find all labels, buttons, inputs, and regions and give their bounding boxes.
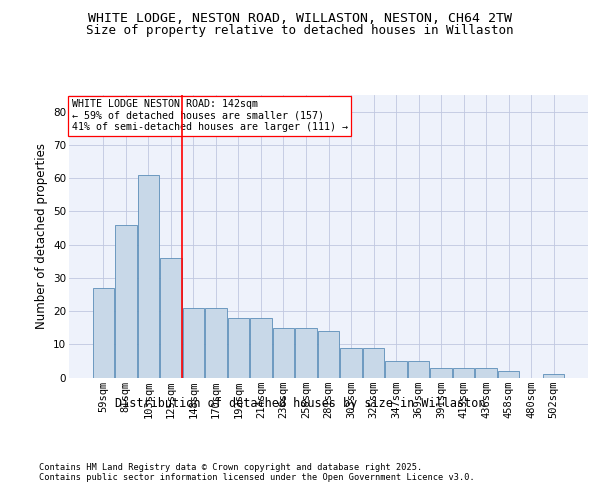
- Bar: [160, 258, 182, 378]
- Bar: [385, 361, 407, 378]
- Bar: [205, 308, 227, 378]
- Bar: [250, 318, 272, 378]
- Bar: [475, 368, 497, 378]
- Text: WHITE LODGE NESTON ROAD: 142sqm
← 59% of detached houses are smaller (157)
41% o: WHITE LODGE NESTON ROAD: 142sqm ← 59% of…: [71, 99, 347, 132]
- Bar: [273, 328, 294, 378]
- Bar: [498, 371, 520, 378]
- Text: WHITE LODGE, NESTON ROAD, WILLASTON, NESTON, CH64 2TW: WHITE LODGE, NESTON ROAD, WILLASTON, NES…: [88, 12, 512, 26]
- Bar: [408, 361, 429, 378]
- Bar: [363, 348, 384, 378]
- Text: Contains public sector information licensed under the Open Government Licence v3: Contains public sector information licen…: [39, 474, 475, 482]
- Bar: [430, 368, 452, 378]
- Bar: [115, 224, 137, 378]
- Bar: [137, 175, 159, 378]
- Bar: [543, 374, 565, 378]
- Bar: [92, 288, 114, 378]
- Bar: [340, 348, 362, 378]
- Text: Size of property relative to detached houses in Willaston: Size of property relative to detached ho…: [86, 24, 514, 37]
- Y-axis label: Number of detached properties: Number of detached properties: [35, 143, 47, 329]
- Bar: [453, 368, 475, 378]
- Bar: [228, 318, 249, 378]
- Text: Distribution of detached houses by size in Willaston: Distribution of detached houses by size …: [115, 398, 485, 410]
- Bar: [318, 331, 339, 378]
- Text: Contains HM Land Registry data © Crown copyright and database right 2025.: Contains HM Land Registry data © Crown c…: [39, 462, 422, 471]
- Bar: [182, 308, 204, 378]
- Bar: [295, 328, 317, 378]
